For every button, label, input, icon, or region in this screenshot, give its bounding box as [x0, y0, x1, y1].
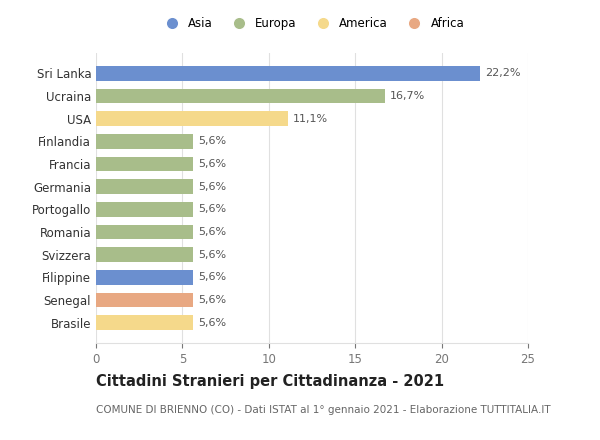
Text: 5,6%: 5,6% — [198, 204, 226, 214]
Text: 16,7%: 16,7% — [390, 91, 425, 101]
Bar — [96, 89, 385, 103]
Text: COMUNE DI BRIENNO (CO) - Dati ISTAT al 1° gennaio 2021 - Elaborazione TUTTITALIA: COMUNE DI BRIENNO (CO) - Dati ISTAT al 1… — [96, 405, 551, 415]
Bar — [96, 66, 479, 81]
Bar — [96, 180, 193, 194]
Bar — [96, 293, 193, 307]
Text: 22,2%: 22,2% — [485, 68, 520, 78]
Text: 5,6%: 5,6% — [198, 249, 226, 260]
Bar — [96, 134, 193, 149]
Text: Cittadini Stranieri per Cittadinanza - 2021: Cittadini Stranieri per Cittadinanza - 2… — [96, 374, 444, 389]
Text: 5,6%: 5,6% — [198, 159, 226, 169]
Text: 11,1%: 11,1% — [293, 114, 328, 124]
Bar — [96, 202, 193, 216]
Bar — [96, 157, 193, 171]
Text: 5,6%: 5,6% — [198, 182, 226, 192]
Text: 5,6%: 5,6% — [198, 272, 226, 282]
Bar — [96, 111, 288, 126]
Text: 5,6%: 5,6% — [198, 227, 226, 237]
Legend: Asia, Europa, America, Africa: Asia, Europa, America, Africa — [155, 12, 469, 35]
Bar — [96, 270, 193, 285]
Text: 5,6%: 5,6% — [198, 295, 226, 305]
Bar — [96, 247, 193, 262]
Bar — [96, 225, 193, 239]
Bar — [96, 315, 193, 330]
Text: 5,6%: 5,6% — [198, 136, 226, 147]
Text: 5,6%: 5,6% — [198, 318, 226, 328]
